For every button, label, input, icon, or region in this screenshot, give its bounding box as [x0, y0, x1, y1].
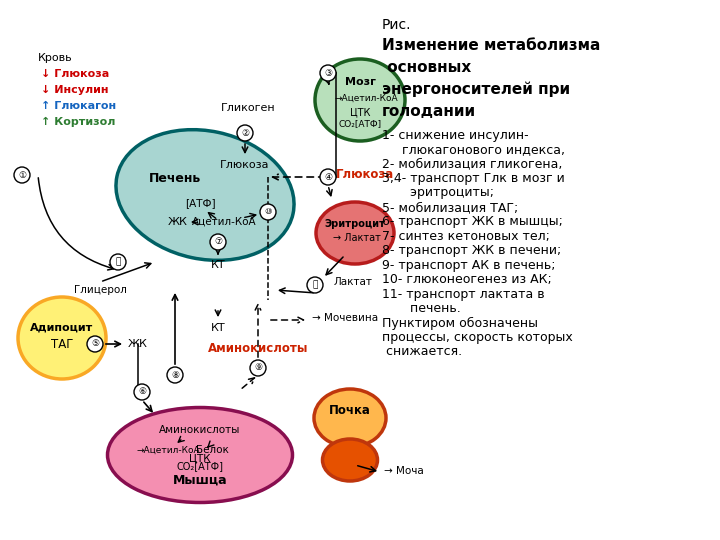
Circle shape [260, 204, 276, 220]
Circle shape [14, 167, 30, 183]
Text: процессы, скорость которых: процессы, скорость которых [382, 331, 572, 344]
Text: ③: ③ [324, 69, 332, 78]
Text: ЖК: ЖК [168, 217, 188, 227]
Circle shape [110, 254, 126, 270]
Text: Глицерол: Глицерол [73, 285, 127, 295]
Text: CO₂[АТФ]: CO₂[АТФ] [338, 119, 382, 129]
Circle shape [237, 125, 253, 141]
Text: 10- глюконеогенез из АК;: 10- глюконеогенез из АК; [382, 273, 552, 286]
Text: 5- мобилизация ТАГ;: 5- мобилизация ТАГ; [382, 201, 518, 214]
Circle shape [167, 367, 183, 383]
Text: ЖК: ЖК [128, 339, 148, 349]
Text: Глюкоза: Глюкоза [336, 167, 395, 180]
Text: 3,4- транспорт Глк в мозг и: 3,4- транспорт Глк в мозг и [382, 172, 564, 185]
Text: CO₂[АТФ]: CO₂[АТФ] [176, 461, 223, 471]
Text: 8- транспорт ЖК в печени;: 8- транспорт ЖК в печени; [382, 244, 562, 257]
Text: ↑ Глюкагон: ↑ Глюкагон [41, 101, 116, 111]
Text: Аминокислоты: Аминокислоты [159, 425, 240, 435]
Text: Белок: Белок [196, 445, 228, 455]
Text: Лактат: Лактат [334, 277, 373, 287]
Ellipse shape [107, 408, 292, 503]
Text: Пунктиром обозначены: Пунктиром обозначены [382, 316, 538, 329]
Circle shape [134, 384, 150, 400]
Text: Кровь: Кровь [38, 53, 73, 63]
Text: Гликоген: Гликоген [221, 103, 275, 113]
Text: ЦТК: ЦТК [189, 453, 211, 463]
Text: ④: ④ [324, 172, 332, 181]
Text: → Мочевина: → Мочевина [312, 313, 378, 323]
Text: Печень: Печень [149, 172, 201, 185]
Text: 11- транспорт лактата в: 11- транспорт лактата в [382, 287, 544, 301]
Text: КТ: КТ [211, 323, 225, 333]
Text: Эритроцит: Эритроцит [325, 219, 385, 229]
Text: ТАГ: ТАГ [51, 338, 73, 350]
Text: печень.: печень. [382, 302, 461, 315]
Text: глюкагонового индекса,: глюкагонового индекса, [382, 143, 565, 156]
Text: Рис.: Рис. [382, 18, 412, 32]
Text: ⑩: ⑩ [264, 207, 271, 217]
Text: Почка: Почка [329, 403, 371, 416]
Text: ⑦: ⑦ [214, 238, 222, 246]
Text: ↓ Глюкоза: ↓ Глюкоза [41, 69, 109, 79]
Text: Мозг: Мозг [345, 77, 375, 87]
Text: Аминокислоты: Аминокислоты [208, 341, 308, 354]
Text: →Ацетил-КоА: →Ацетил-КоА [334, 93, 398, 103]
Ellipse shape [323, 439, 377, 481]
Text: Ацетил-КоА: Ацетил-КоА [192, 217, 256, 227]
Text: →Ацетил-КоА: →Ацетил-КоА [136, 446, 200, 455]
Text: энергоносителей при: энергоносителей при [382, 82, 570, 97]
Text: Глюкоза: Глюкоза [220, 160, 270, 170]
Text: ①: ① [18, 171, 26, 179]
Text: 1- снижение инсулин-: 1- снижение инсулин- [382, 129, 528, 141]
Text: → Моча: → Моча [384, 466, 424, 476]
Text: → Лактат: → Лактат [333, 233, 381, 243]
Text: 9- транспорт АК в печень;: 9- транспорт АК в печень; [382, 259, 556, 272]
Text: ②: ② [241, 129, 249, 138]
Ellipse shape [314, 389, 386, 447]
Text: 2- мобилизация гликогена,: 2- мобилизация гликогена, [382, 158, 562, 171]
Text: ⑪: ⑪ [312, 280, 318, 289]
Text: Мышца: Мышца [173, 474, 228, 487]
Text: КТ: КТ [211, 260, 225, 270]
Circle shape [250, 360, 266, 376]
Ellipse shape [116, 130, 294, 260]
Circle shape [210, 234, 226, 250]
Text: ⑥: ⑥ [138, 388, 146, 396]
Text: основных: основных [382, 60, 472, 75]
Text: ⑤: ⑤ [91, 340, 99, 348]
Text: 6- транспорт ЖК в мышцы;: 6- транспорт ЖК в мышцы; [382, 215, 563, 228]
Text: ⑧: ⑧ [171, 370, 179, 380]
Text: ↓ Инсулин: ↓ Инсулин [41, 85, 109, 95]
Text: эритроциты;: эритроциты; [382, 186, 494, 199]
Ellipse shape [315, 59, 405, 141]
Text: ЦТК: ЦТК [350, 107, 370, 117]
Text: ↑ Кортизол: ↑ Кортизол [41, 117, 115, 127]
Text: голодании: голодании [382, 104, 476, 119]
Text: Адипоцит: Адипоцит [30, 323, 94, 333]
Circle shape [320, 169, 336, 185]
Circle shape [307, 277, 323, 293]
Text: [АТФ]: [АТФ] [185, 198, 215, 208]
Ellipse shape [18, 297, 106, 379]
Circle shape [87, 336, 103, 352]
Text: ⑨: ⑨ [254, 363, 262, 373]
Ellipse shape [316, 202, 394, 264]
Text: снижается.: снижается. [382, 346, 462, 359]
Text: ⑫: ⑫ [115, 258, 121, 267]
Circle shape [320, 65, 336, 81]
Text: Изменение метаболизма: Изменение метаболизма [382, 38, 600, 53]
Text: 7- синтез кетоновых тел;: 7- синтез кетоновых тел; [382, 230, 550, 243]
